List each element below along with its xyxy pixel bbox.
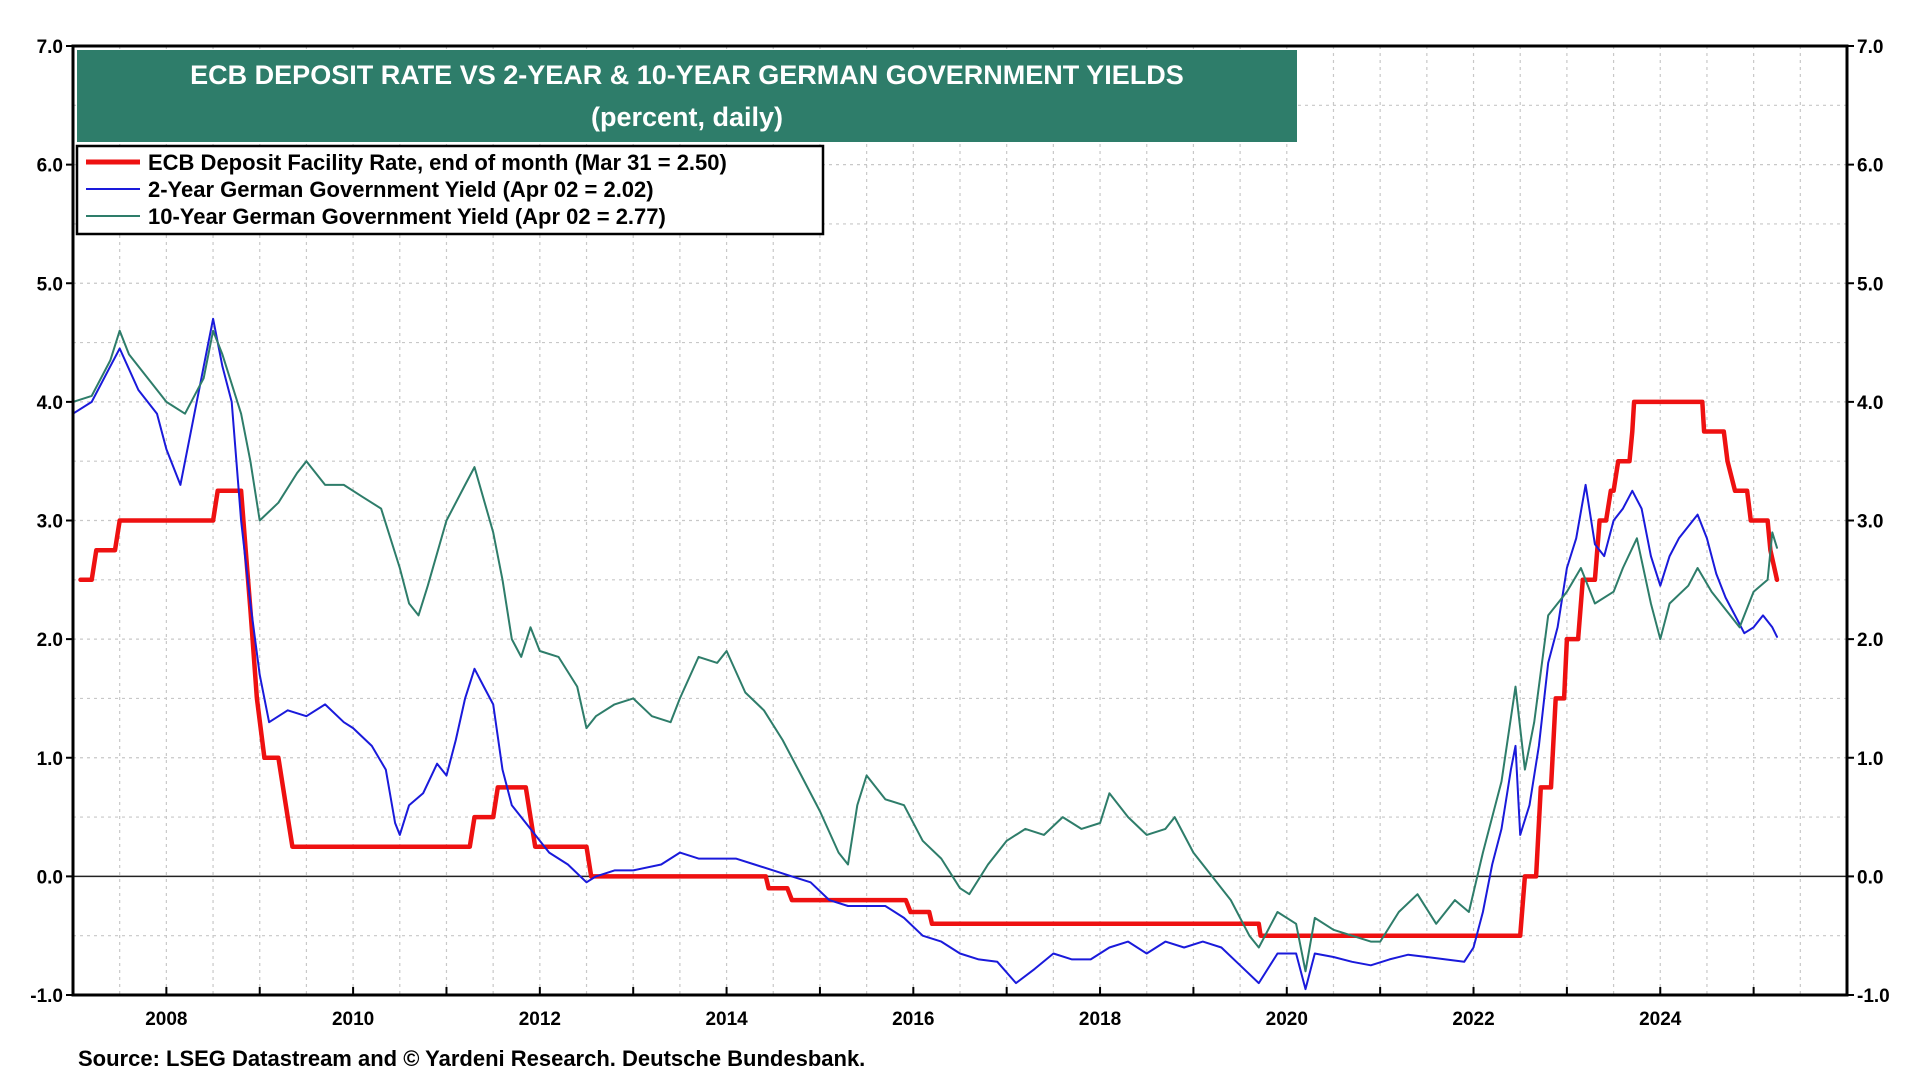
x-tick-label: 2012 (519, 1009, 561, 1030)
y-tick-label-right: 1.0 (1857, 749, 1883, 770)
y-tick-label-left: 5.0 (37, 274, 63, 295)
y-tick-label-left: 0.0 (37, 867, 63, 888)
x-tick-label: 2020 (1266, 1009, 1308, 1030)
y-tick-label-left: 6.0 (37, 156, 63, 177)
series-line-2 (72, 317, 1778, 991)
x-tick-label: 2014 (705, 1009, 748, 1030)
source-note: Source: LSEG Datastream and © Yardeni Re… (78, 1046, 865, 1071)
series-line-3 (72, 329, 1778, 973)
chart-subtitle: (percent, daily) (591, 102, 783, 132)
y-tick-label-left: -1.0 (30, 986, 63, 1007)
y-tick-label-left: 7.0 (37, 37, 63, 58)
legend-box (75, 144, 825, 236)
x-tick-label: 2008 (145, 1009, 187, 1030)
y-tick-label-right: 0.0 (1857, 867, 1883, 888)
y-tick-label-left: 4.0 (37, 393, 63, 414)
legend-label-2: 2-Year German Government Yield (Apr 02 =… (148, 177, 654, 202)
y-tick-label-right: 6.0 (1857, 156, 1883, 177)
y-tick-label-right: 5.0 (1857, 274, 1883, 295)
y-tick-label-right: 4.0 (1857, 393, 1883, 414)
x-tick-label: 2010 (332, 1009, 374, 1030)
y-tick-label-right: 2.0 (1857, 630, 1883, 651)
legend-label-3: 10-Year German Government Yield (Apr 02 … (148, 204, 666, 229)
chart-title: ECB DEPOSIT RATE VS 2-YEAR & 10-YEAR GER… (190, 60, 1184, 90)
y-tick-label-left: 1.0 (37, 749, 63, 770)
y-tick-label-right: 7.0 (1857, 37, 1883, 58)
series-line-1 (78, 399, 1780, 938)
x-tick-label: 2018 (1079, 1009, 1121, 1030)
y-tick-label-left: 3.0 (37, 512, 63, 533)
x-tick-label: 2022 (1452, 1009, 1494, 1030)
x-tick-label: 2024 (1639, 1009, 1682, 1030)
grid-layer (73, 46, 1847, 995)
x-tick-label: 2016 (892, 1009, 934, 1030)
legend-label-1: ECB Deposit Facility Rate, end of month … (148, 150, 727, 175)
series-layer (72, 317, 1780, 991)
y-tick-label-left: 2.0 (37, 630, 63, 651)
title-banner (77, 50, 1297, 142)
legend-layer: ECB Deposit Facility Rate, end of month … (75, 144, 825, 236)
title-layer: ECB DEPOSIT RATE VS 2-YEAR & 10-YEAR GER… (77, 50, 1297, 142)
y-tick-label-right: -1.0 (1857, 986, 1890, 1007)
axis-layer: 7.0 7.0 6.0 6.0 5.0 5.0 4.0 4.0 3.0 3.0 2.0 2.0 1.0 1… (30, 37, 1890, 1030)
y-tick-label-right: 3.0 (1857, 512, 1883, 533)
